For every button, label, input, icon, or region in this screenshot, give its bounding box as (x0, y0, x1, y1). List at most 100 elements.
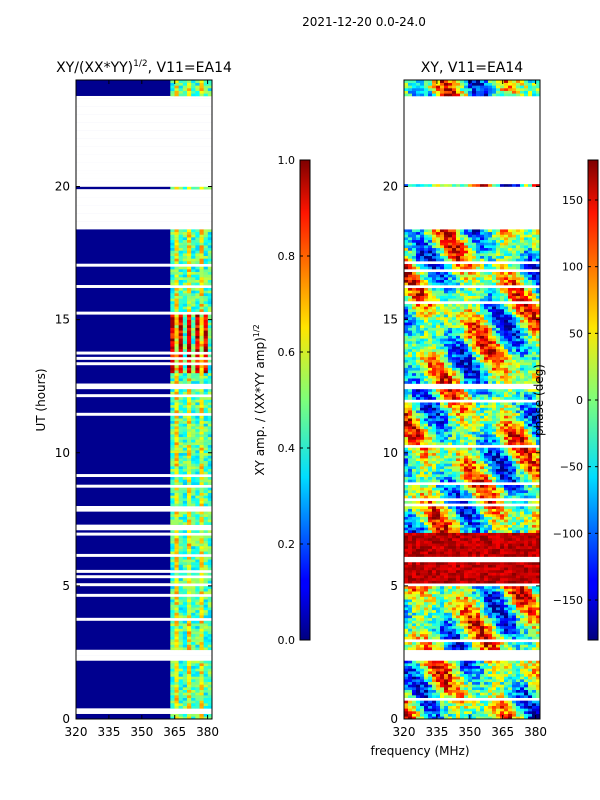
heatmap-cell (476, 687, 481, 691)
heatmap-cell (536, 676, 540, 680)
heatmap-cell (408, 623, 413, 627)
heatmap-cell (440, 695, 445, 698)
heatmap-cell (468, 548, 473, 552)
heatmap-cell (444, 641, 449, 645)
heatmap-cell (516, 633, 521, 637)
heatmap-cell (199, 229, 204, 233)
heatmap-cell (480, 521, 485, 525)
heatmap-cell (412, 703, 417, 706)
heatmap-cell (428, 572, 433, 576)
heatmap-cell (468, 588, 473, 592)
heatmap-cell (452, 455, 457, 459)
heatmap-cell (191, 372, 196, 376)
heatmap-cell (476, 660, 481, 664)
heatmap-cell (456, 567, 461, 571)
heatmap-cell (516, 668, 521, 672)
heatmap-cell (191, 253, 196, 257)
heatmap-cell (424, 529, 429, 533)
heatmap-cell (199, 537, 204, 541)
heatmap-cell (460, 500, 465, 504)
heatmap-cell (170, 612, 175, 616)
heatmap-cell (182, 460, 188, 464)
heatmap-cell (178, 266, 184, 270)
heatmap-cell (170, 428, 175, 432)
heatmap-cell (170, 607, 175, 611)
heatmap-cell (488, 620, 493, 624)
heatmap-cell (170, 242, 175, 246)
heatmap-cell (492, 636, 497, 640)
data-gap (76, 593, 212, 597)
heatmap-cell (182, 679, 188, 683)
heatmap-cell (424, 452, 429, 456)
heatmap-cell (191, 580, 196, 584)
heatmap-cell (420, 633, 425, 637)
heatmap-cell (404, 436, 409, 440)
heatmap-cell (174, 498, 179, 501)
heatmap-cell (436, 617, 441, 621)
heatmap-cell (428, 476, 433, 480)
heatmap-cell (170, 295, 175, 299)
heatmap-cell (488, 708, 493, 712)
heatmap-cell (496, 436, 501, 440)
heatmap-cell (484, 535, 489, 539)
heatmap-cell (428, 575, 433, 579)
heatmap-cell (203, 332, 209, 336)
heatmap-cell (532, 567, 537, 571)
heatmap-cell (203, 378, 209, 382)
heatmap-cell (480, 439, 485, 443)
heatmap-cell (524, 628, 529, 632)
heatmap-cell (460, 463, 465, 467)
heatmap-cell (484, 692, 489, 696)
heatmap-cell (448, 575, 453, 579)
heatmap-cell (440, 612, 445, 616)
data-gap (76, 649, 212, 653)
heatmap-cell (464, 490, 469, 493)
heatmap-cell (528, 466, 533, 470)
heatmap-cell (186, 372, 192, 376)
heatmap-cell (428, 458, 433, 462)
heatmap-cell (203, 279, 209, 283)
heatmap-cell (460, 625, 465, 629)
heatmap-cell (432, 601, 437, 605)
heatmap-cell (480, 687, 485, 691)
heatmap-cell (408, 460, 413, 464)
heatmap-cell (480, 700, 485, 704)
data-gap (76, 412, 212, 416)
heatmap-cell (199, 487, 204, 491)
heatmap-cell (496, 708, 501, 712)
heatmap-cell (424, 607, 429, 611)
heatmap-cell (536, 516, 540, 520)
heatmap-cell (203, 466, 209, 470)
heatmap-cell (170, 324, 175, 328)
heatmap-cell (182, 87, 188, 91)
heatmap-cell (524, 561, 529, 565)
heatmap-cell (170, 601, 175, 605)
heatmap-cell (464, 575, 469, 579)
heatmap-cell (203, 343, 209, 347)
heatmap-cell (524, 604, 529, 608)
heatmap-cell (472, 545, 477, 549)
heatmap-cell (191, 258, 196, 262)
heatmap-cell (468, 681, 473, 685)
heatmap-cell (191, 519, 196, 523)
heatmap-cell (182, 612, 188, 616)
heatmap-cell (520, 687, 525, 691)
heatmap-cell (428, 620, 433, 624)
heatmap-cell (178, 490, 184, 493)
heatmap-cell (412, 516, 417, 520)
heatmap-cell (460, 631, 465, 635)
heatmap-cell (536, 463, 540, 467)
heatmap-cell (444, 439, 449, 443)
heatmap-cell (203, 673, 209, 677)
heatmap-cell (528, 647, 533, 651)
heatmap-cell (464, 564, 469, 568)
heatmap-cell (492, 665, 497, 669)
heatmap-cell (444, 529, 449, 533)
heatmap-cell (464, 492, 469, 496)
heatmap-cell (195, 556, 200, 560)
heatmap-cell (444, 521, 449, 525)
heatmap-cell (524, 452, 529, 456)
heatmap-cell (424, 689, 429, 693)
heatmap-cell (452, 641, 457, 645)
heatmap-cell (460, 617, 465, 621)
